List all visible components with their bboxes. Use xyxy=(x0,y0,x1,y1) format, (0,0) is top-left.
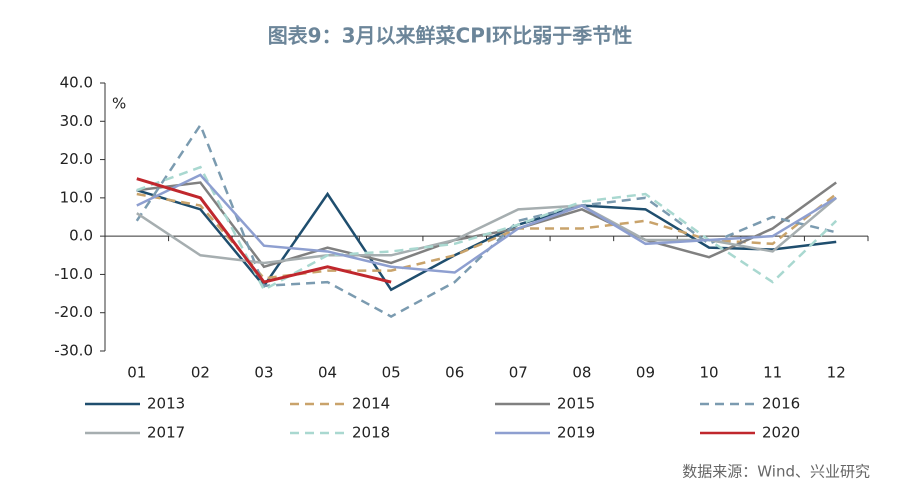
x-tick-label: 10 xyxy=(699,364,718,382)
legend-label: 2013 xyxy=(147,395,185,413)
chart-title: 图表9：3月以来鲜菜CPI环比弱于季节性 xyxy=(268,24,633,48)
y-tick-label: 30.0 xyxy=(60,112,93,130)
legend-label: 2016 xyxy=(762,395,800,413)
legend-label: 2015 xyxy=(557,395,595,413)
x-tick-label: 05 xyxy=(382,364,401,382)
x-tick-label: 09 xyxy=(636,364,655,382)
legend-label: 2017 xyxy=(147,424,185,442)
x-tick-label: 03 xyxy=(254,364,273,382)
series-line xyxy=(136,196,838,265)
x-tick-label: 07 xyxy=(509,364,528,382)
y-tick-label: -30.0 xyxy=(54,342,93,360)
y-tick-label: -20.0 xyxy=(54,303,93,321)
x-tick-label: 01 xyxy=(127,364,146,382)
x-tick-label: 11 xyxy=(763,364,782,382)
y-tick-label: 20.0 xyxy=(60,150,93,168)
y-tick-label: 40.0 xyxy=(60,74,93,92)
x-tick-label: 08 xyxy=(572,364,591,382)
x-tick-label: 12 xyxy=(827,364,846,382)
y-unit: % xyxy=(112,95,126,113)
source: 数据来源：Wind、兴业研究 xyxy=(682,463,870,481)
series-line xyxy=(136,173,837,274)
x-tick-label: 06 xyxy=(445,364,464,382)
y-tick-label: -10.0 xyxy=(54,265,93,283)
legend-label: 2014 xyxy=(352,395,390,413)
y-tick-label: 10.0 xyxy=(60,188,93,206)
legend-label: 2020 xyxy=(762,424,800,442)
legend-label: 2019 xyxy=(557,424,595,442)
series-line xyxy=(136,189,837,292)
legend-label: 2018 xyxy=(352,424,390,442)
x-tick-label: 02 xyxy=(191,364,210,382)
x-tick-label: 04 xyxy=(318,364,337,382)
series-line xyxy=(136,177,392,284)
y-tick-label: 0.0 xyxy=(69,227,93,245)
